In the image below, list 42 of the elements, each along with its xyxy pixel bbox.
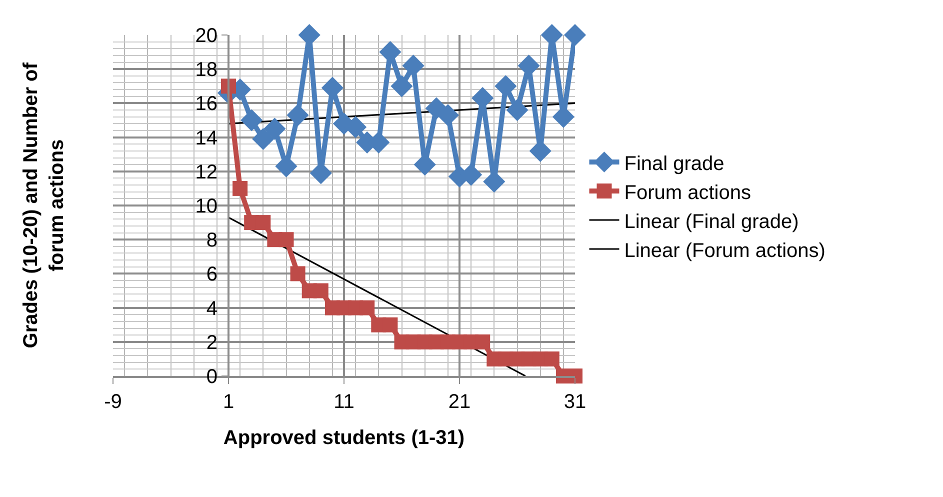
y-tick-label: 20 xyxy=(195,25,218,47)
point xyxy=(475,334,490,350)
point xyxy=(275,155,298,178)
x-axis-title: Approved students (1-31) xyxy=(223,426,465,449)
point xyxy=(256,215,271,230)
point xyxy=(564,24,586,46)
point xyxy=(252,128,274,150)
y-tick-label: 0 xyxy=(206,366,218,388)
legend-label: Forum actions xyxy=(624,182,751,204)
y-tick-label: 12 xyxy=(195,161,218,184)
point xyxy=(382,317,398,332)
y-tick-label: 2 xyxy=(206,332,218,354)
y-tick-label: 8 xyxy=(206,230,218,252)
point xyxy=(278,232,294,248)
y-tick-label: 6 xyxy=(206,264,218,286)
legend-label: Linear (Forum actions) xyxy=(624,240,826,262)
y-tick-label: 16 xyxy=(195,93,218,116)
y-tick-label: 10 xyxy=(195,196,218,218)
x-tick-label: 1 xyxy=(222,390,234,413)
x-tick-label: 11 xyxy=(334,390,354,413)
y-tick-label: 18 xyxy=(195,59,218,82)
point xyxy=(436,104,459,126)
y-axis-title: Grades (10-20) and Number of forum actions xyxy=(20,62,68,348)
y-tick-label: 4 xyxy=(206,298,218,320)
x-tick-label: 31 xyxy=(564,390,586,413)
legend-label: Final grade xyxy=(624,152,724,175)
point xyxy=(232,180,248,196)
point xyxy=(494,75,517,98)
point xyxy=(390,75,413,98)
x-tick-label: -9 xyxy=(104,390,122,413)
x-tick-label: 21 xyxy=(448,390,471,413)
legend-label: Linear (Final grade) xyxy=(624,210,799,233)
point xyxy=(313,283,328,298)
point xyxy=(544,351,560,366)
point xyxy=(360,300,375,316)
point xyxy=(402,54,424,77)
point xyxy=(506,98,528,122)
point xyxy=(286,104,309,126)
y-tick-label: 14 xyxy=(195,127,218,150)
point xyxy=(290,266,306,282)
point xyxy=(264,118,286,140)
point xyxy=(240,109,263,132)
